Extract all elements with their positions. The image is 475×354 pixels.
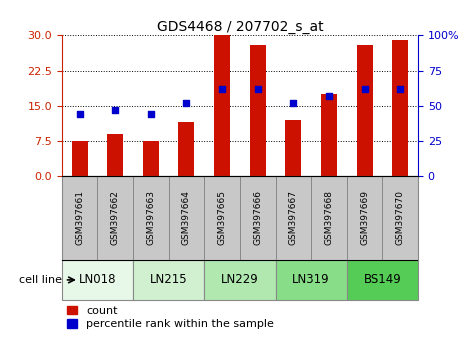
Text: LN018: LN018 (79, 273, 116, 286)
Text: GSM397666: GSM397666 (253, 190, 262, 245)
Legend: count, percentile rank within the sample: count, percentile rank within the sample (67, 306, 274, 330)
Text: cell line: cell line (19, 275, 62, 285)
Point (76, 112, 84, 117)
Point (325, 93, 332, 99)
Bar (133, 260, 204, 300)
Point (111, 107, 119, 113)
Bar (347, 260, 418, 300)
Bar (285, 120, 301, 176)
Text: BS149: BS149 (363, 273, 401, 286)
Point (361, 86, 369, 92)
Text: LN319: LN319 (292, 273, 330, 286)
Text: GSM397665: GSM397665 (218, 190, 227, 245)
Text: GSM397661: GSM397661 (75, 190, 84, 245)
Bar (321, 94, 337, 176)
Bar (62, 260, 133, 300)
Text: LN229: LN229 (221, 273, 259, 286)
Bar (143, 141, 159, 176)
Bar (204, 260, 276, 300)
Text: GSM397664: GSM397664 (182, 190, 191, 245)
Point (254, 86, 261, 92)
Bar (276, 260, 347, 300)
Text: GSM397669: GSM397669 (360, 190, 369, 245)
Point (147, 112, 155, 117)
Bar (250, 45, 266, 176)
Bar (72, 141, 87, 176)
Point (182, 100, 190, 106)
Text: GSM397667: GSM397667 (289, 190, 298, 245)
Text: GSM397668: GSM397668 (324, 190, 333, 245)
Bar (179, 122, 194, 176)
Bar (357, 45, 372, 176)
Title: GDS4468 / 207702_s_at: GDS4468 / 207702_s_at (157, 21, 323, 34)
Text: GSM397663: GSM397663 (146, 190, 155, 245)
Point (396, 86, 404, 92)
Bar (107, 134, 123, 176)
Text: LN215: LN215 (150, 273, 188, 286)
Text: GSM397662: GSM397662 (111, 190, 120, 245)
Bar (214, 35, 230, 176)
Bar (392, 40, 408, 176)
Point (289, 100, 297, 106)
Text: GSM397670: GSM397670 (396, 190, 405, 245)
Point (218, 86, 226, 92)
